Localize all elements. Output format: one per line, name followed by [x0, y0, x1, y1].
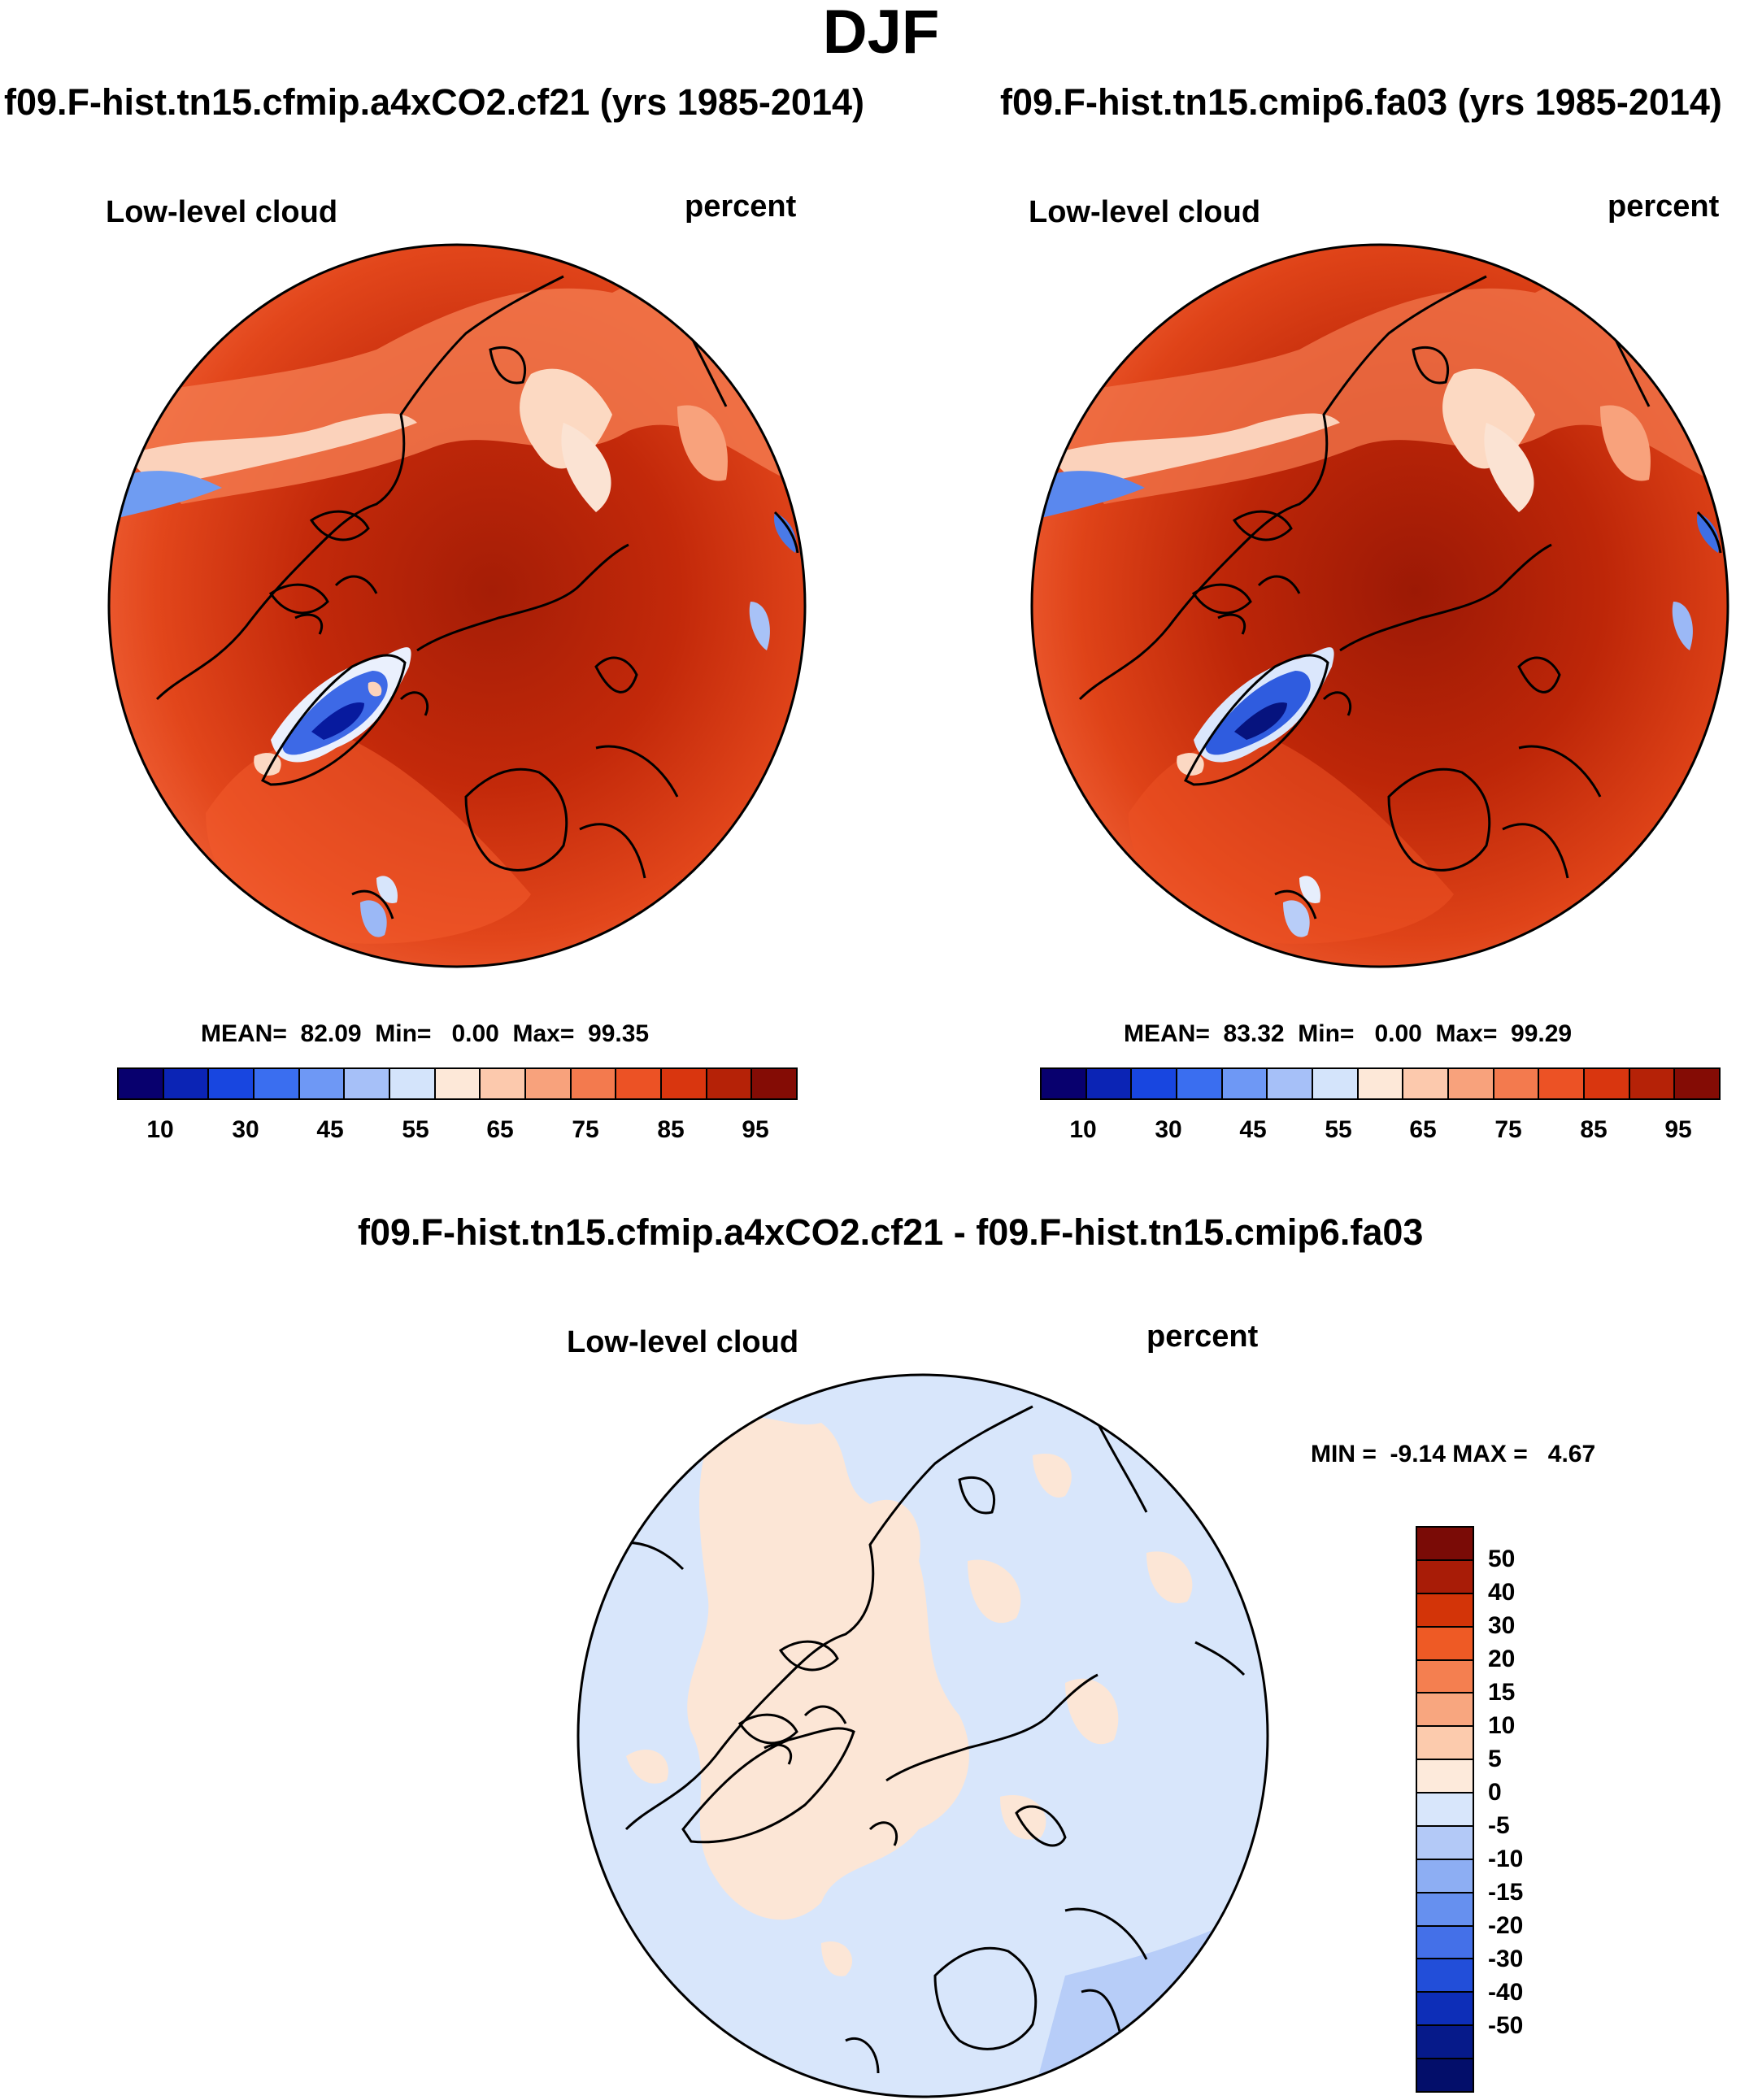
- colorbar-tick: 40: [1488, 1579, 1515, 1607]
- diff-units: percent: [1146, 1320, 1258, 1354]
- colorbar-tick: -15: [1488, 1879, 1523, 1907]
- diff-colorbar-bin: [1417, 1628, 1473, 1661]
- panel1-colorbar-bin: [300, 1069, 346, 1098]
- diff-colorbar-bin: [1417, 1959, 1473, 1993]
- colorbar-tick: 30: [1488, 1612, 1515, 1640]
- diff-variable: Low-level cloud: [567, 1325, 798, 1360]
- diff-colorbar-bin: [1417, 1993, 1473, 2026]
- diff-colorbar-bin: [1417, 2026, 1473, 2059]
- panel2-colorbar: [1040, 1067, 1721, 1100]
- diff-colorbar-bin: [1417, 1727, 1473, 1760]
- panel2-title: f09.F-hist.tn15.cmip6.fa03 (yrs 1985-201…: [1000, 81, 1722, 124]
- colorbar-tick: -40: [1488, 1979, 1523, 2007]
- colorbar-tick: -50: [1488, 2012, 1523, 2040]
- panel2-colorbar-bin: [1630, 1069, 1676, 1098]
- panel1-colorbar-bin: [255, 1069, 300, 1098]
- panel1-colorbar-bin: [707, 1069, 753, 1098]
- panel1-colorbar-bin: [164, 1069, 210, 1098]
- panel2-map: [1031, 244, 1729, 967]
- panel1-colorbar-bin: [662, 1069, 707, 1098]
- diff-colorbar-bin: [1417, 1860, 1473, 1893]
- panel1-colorbar: [117, 1067, 798, 1100]
- colorbar-tick: -20: [1488, 1912, 1523, 1940]
- panel2-colorbar-bin: [1042, 1069, 1087, 1098]
- colorbar-tick: 45: [1239, 1116, 1266, 1144]
- diff-colorbar-bin: [1417, 1661, 1473, 1694]
- colorbar-tick: 30: [1155, 1116, 1181, 1144]
- colorbar-tick: 95: [1664, 1116, 1691, 1144]
- panel2-colorbar-bin: [1359, 1069, 1404, 1098]
- panel2-colorbar-bin: [1223, 1069, 1268, 1098]
- colorbar-tick: 50: [1488, 1546, 1515, 1573]
- panel1-colorbar-bin: [752, 1069, 796, 1098]
- colorbar-tick: 55: [1325, 1116, 1351, 1144]
- diff-colorbar-bin: [1417, 1927, 1473, 1960]
- panel1-colorbar-bin: [436, 1069, 481, 1098]
- diff-colorbar-bin: [1417, 1561, 1473, 1594]
- panel1-colorbar-bin: [345, 1069, 390, 1098]
- panel2-colorbar-bin: [1177, 1069, 1223, 1098]
- diff-colorbar-ticks: 50 40 30 20 15 10 5 0 -5 -10 -15 -20 -30…: [1488, 0, 1586, 2100]
- diff-colorbar-bin: [1417, 1528, 1473, 1561]
- panel2-colorbar-bin: [1585, 1069, 1630, 1098]
- panel2-colorbar-bin: [1132, 1069, 1177, 1098]
- colorbar-tick: -10: [1488, 1846, 1523, 1873]
- diff-colorbar-bin: [1417, 1793, 1473, 1827]
- diff-colorbar-bin: [1417, 1827, 1473, 1860]
- panel2-colorbar-bin: [1087, 1069, 1133, 1098]
- panel1-colorbar-bin: [526, 1069, 572, 1098]
- colorbar-tick: 5: [1488, 1746, 1502, 1773]
- panel1-colorbar-bin: [209, 1069, 255, 1098]
- colorbar-tick: 10: [1488, 1712, 1515, 1740]
- colorbar-tick: 0: [1488, 1779, 1502, 1807]
- panel1-colorbar-bin: [572, 1069, 617, 1098]
- diff-colorbar-bin: [1417, 1594, 1473, 1628]
- colorbar-tick: -30: [1488, 1946, 1523, 1973]
- colorbar-tick: 10: [1069, 1116, 1096, 1144]
- panel2-units: percent: [1608, 189, 1719, 224]
- diff-colorbar-bin: [1417, 1693, 1473, 1727]
- diff-title: f09.F-hist.tn15.cfmip.a4xCO2.cf21 - f09.…: [358, 1211, 1423, 1254]
- panel1-colorbar-bin: [481, 1069, 526, 1098]
- diff-colorbar-bin: [1417, 1760, 1473, 1793]
- panel1-stats: MEAN= 82.09 Min= 0.00 Max= 99.35: [201, 1020, 649, 1048]
- colorbar-tick: 15: [1488, 1679, 1515, 1707]
- panel2-colorbar-bin: [1675, 1069, 1719, 1098]
- panel1-colorbar-bin: [390, 1069, 436, 1098]
- panel2-colorbar-bin: [1313, 1069, 1359, 1098]
- diff-map: [577, 1374, 1268, 2098]
- colorbar-tick: -5: [1488, 1812, 1510, 1840]
- diff-colorbar: [1416, 1526, 1474, 2093]
- panel2-colorbar-bin: [1403, 1069, 1449, 1098]
- panel2-colorbar-bin: [1268, 1069, 1313, 1098]
- panel1-variable: Low-level cloud: [106, 195, 337, 230]
- panel1-map: [108, 244, 806, 967]
- diff-colorbar-bin: [1417, 1893, 1473, 1927]
- panel1-title: f09.F-hist.tn15.cfmip.a4xCO2.cf21 (yrs 1…: [4, 81, 864, 124]
- panel1-colorbar-bin: [616, 1069, 662, 1098]
- panel1-units: percent: [685, 189, 796, 224]
- colorbar-tick: 20: [1488, 1646, 1515, 1673]
- colorbar-tick: 65: [1409, 1116, 1436, 1144]
- panel2-variable: Low-level cloud: [1029, 195, 1260, 230]
- panel1-colorbar-bin: [119, 1069, 164, 1098]
- diff-colorbar-bin: [1417, 2059, 1473, 2091]
